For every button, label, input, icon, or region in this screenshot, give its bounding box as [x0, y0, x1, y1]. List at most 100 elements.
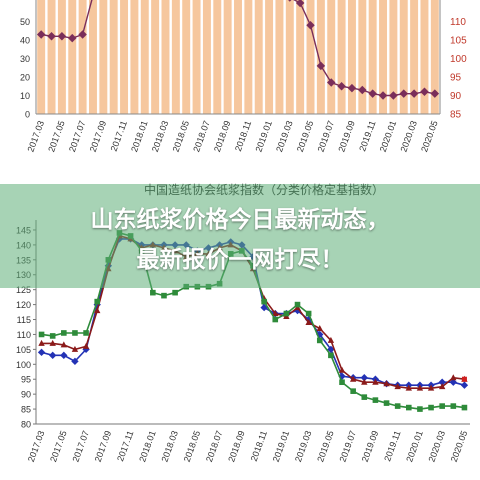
chart2-point — [450, 403, 457, 409]
chart2-point — [405, 404, 412, 411]
chart1-bar — [337, 0, 346, 114]
chart2-y-tick-label: 110 — [17, 330, 31, 340]
chart1-series-line — [41, 0, 435, 97]
chart2-x-tick-label: 2017.05 — [48, 429, 69, 463]
chart2-x-tick-label: 2020.05 — [449, 429, 470, 463]
chart1-x-tick-label: 2017.11 — [109, 119, 129, 152]
chart2-point — [438, 383, 446, 390]
chart2-point — [416, 384, 424, 391]
chart1-x-tick-label: 2017.03 — [26, 119, 47, 153]
chart1-x-tick-label: 2020.03 — [398, 119, 419, 153]
chart2-x-tick-label: 2019.05 — [315, 429, 336, 463]
chart1-point — [430, 89, 440, 98]
chart1-bar — [161, 0, 170, 114]
chart1-bar — [306, 0, 315, 114]
chart2-y-tick-label: 105 — [16, 345, 31, 355]
chart2-point — [72, 330, 78, 336]
chart1-y-right-tick-label: 95 — [450, 73, 462, 84]
chart1-x-tick-label: 2019.11 — [357, 119, 377, 152]
chart1-x-tick-label: 2017.05 — [46, 119, 67, 153]
chart1-x-tick-label: 2019.09 — [336, 119, 357, 153]
chart2-y-tick-label: 90 — [21, 390, 31, 400]
chart2-x-tick-label: 2017.09 — [93, 429, 114, 463]
chart2-x-tick-label: 2018.01 — [137, 429, 158, 463]
chart1-point — [47, 32, 56, 41]
chart1-point — [295, 0, 305, 8]
chart1-y-left-tick-label: 50 — [20, 17, 30, 27]
chart2-point — [339, 379, 345, 386]
chart2-point — [283, 310, 290, 317]
chart2-point — [82, 342, 90, 349]
chart2-point — [461, 404, 468, 411]
chart2-point — [83, 330, 89, 336]
chart1-x-tick-label: 2017.09 — [88, 119, 109, 153]
chart1-y-left-tick-label: 20 — [20, 73, 30, 83]
chart2-point — [272, 310, 279, 317]
chart2-point — [172, 289, 178, 296]
chart2-point — [38, 331, 45, 338]
chart2-x-tick-label: 2018.03 — [159, 429, 180, 463]
chart1-bar — [285, 0, 294, 114]
chart2-y-tick-label: 80 — [21, 420, 31, 430]
chart2-point — [305, 319, 312, 326]
chart2-point — [372, 397, 379, 403]
chart1-x-tick-label: 2018.07 — [191, 119, 212, 153]
chart1-point — [389, 91, 398, 100]
chart2-point — [261, 298, 267, 305]
chart2-point — [394, 383, 401, 390]
headline-banner — [0, 184, 480, 288]
chart2-point — [94, 307, 101, 314]
chart1-bar — [316, 0, 325, 114]
chart1-x-tick-label: 2019.03 — [274, 119, 295, 153]
chart1-point — [78, 30, 87, 39]
chart2-point — [350, 388, 356, 394]
chart1-bar — [254, 0, 263, 114]
chart1-y-left-tick-label: 10 — [20, 91, 30, 101]
chart2-x-tick-label: 2019.07 — [338, 429, 359, 463]
chart2-point — [450, 374, 457, 381]
chart1-bar — [420, 0, 429, 114]
chart1-bar — [296, 0, 305, 114]
chart2-point — [449, 378, 457, 386]
chart2-x-tick-label: 2019.09 — [360, 429, 381, 463]
chart1-x-tick-label: 2018.01 — [129, 119, 150, 153]
chart1-bar — [88, 0, 97, 114]
chart1-y-left-tick-label: 0 — [25, 110, 30, 120]
chart1-x-tick-label: 2018.05 — [171, 119, 192, 153]
chart2-point — [49, 333, 56, 339]
chart1-x-tick-label: 2019.07 — [316, 119, 337, 153]
chart1-bar — [389, 0, 398, 114]
chart1-bar — [379, 0, 388, 114]
chart2-x-tick-label: 2018.11 — [249, 429, 269, 462]
chart2-point — [316, 337, 323, 344]
chart2-point — [71, 345, 79, 352]
chart2-point — [394, 403, 401, 409]
chart1-x-tick-label: 2018.11 — [233, 119, 253, 152]
chart1-y-left-tick-label: 30 — [20, 54, 30, 64]
chart1-bar — [130, 0, 139, 114]
chart1-y-left-tick-label: 40 — [20, 36, 30, 46]
chart2-x-tick-label: 2019.11 — [382, 429, 402, 462]
chart2-point — [349, 375, 357, 382]
chart1-point — [57, 32, 67, 41]
chart2-y-tick-label: 120 — [16, 300, 31, 310]
chart2-point — [272, 316, 279, 323]
chart1-bar — [275, 0, 284, 114]
chart2-point — [37, 348, 46, 357]
chart2-x-tick-label: 2020.01 — [404, 429, 425, 463]
chart1-point — [358, 85, 367, 95]
chart2-point — [460, 381, 469, 389]
headline-line-1: 山东纸浆价格今日最新动态， — [90, 207, 390, 233]
chart2-point — [405, 384, 412, 391]
chart2-y-tick-label: 125 — [16, 285, 31, 295]
chart2-x-tick-label: 2019.01 — [271, 429, 292, 463]
chart2-y-tick-label: 95 — [21, 375, 31, 385]
chart2-x-tick-label: 2017.03 — [26, 429, 47, 463]
chart2-point — [60, 351, 68, 360]
chart1-bar — [327, 0, 336, 114]
chart2-point — [428, 404, 434, 411]
chart1-x-tick-label: 2018.03 — [150, 119, 171, 153]
chart1-bar — [47, 0, 56, 114]
chart2-point — [305, 310, 312, 317]
chart2-y-tick-label: 100 — [16, 360, 31, 370]
